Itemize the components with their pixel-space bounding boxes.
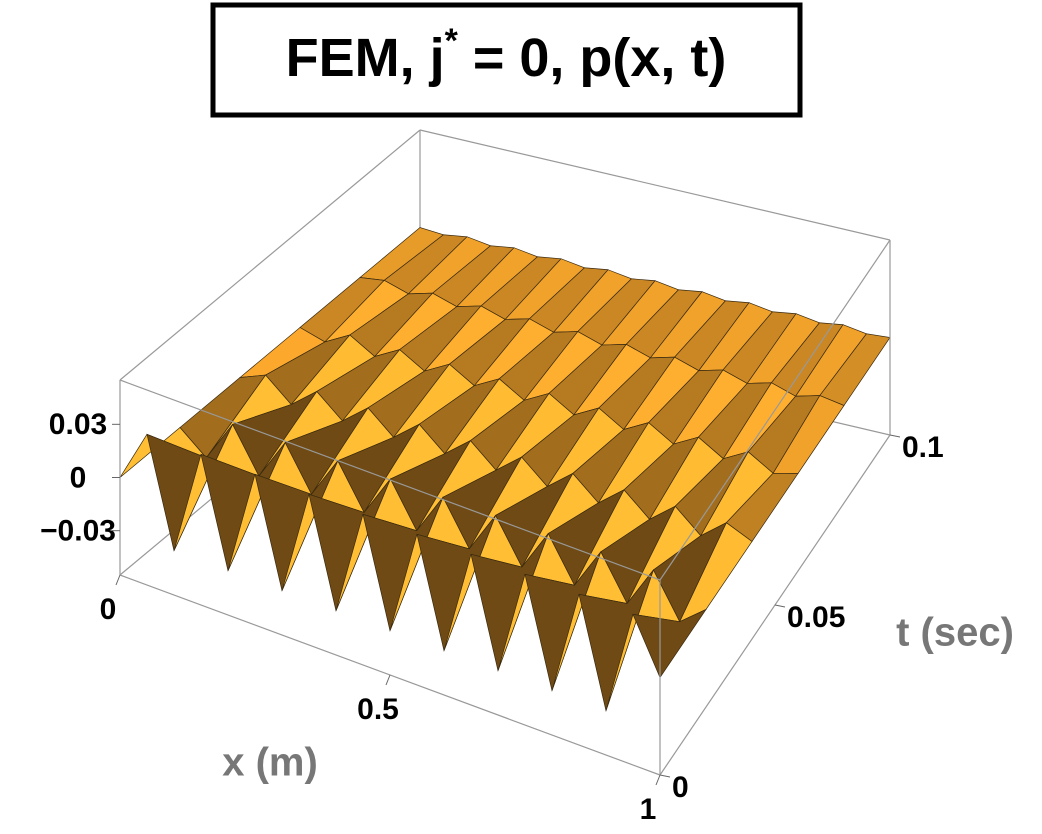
surface-patch <box>632 608 707 679</box>
z-tick-label: 0 <box>70 461 87 494</box>
box-edge <box>119 129 421 381</box>
t-tick-label: 0.1 <box>902 431 944 464</box>
t-tick <box>889 434 901 438</box>
x-tick <box>385 674 391 686</box>
z-tick-label: −0.03 <box>40 515 116 548</box>
t-tick <box>659 774 671 778</box>
z-tick-label: 0.03 <box>49 408 107 441</box>
x-tick-label: 1 <box>640 793 657 826</box>
t-tick-label: 0.05 <box>787 601 845 634</box>
x-tick-label: 0.5 <box>357 693 399 726</box>
box-edge <box>419 129 891 241</box>
t-tick <box>774 604 786 608</box>
title-box <box>210 2 803 118</box>
box-edge <box>659 239 891 581</box>
x-tick <box>115 574 121 586</box>
x-tick-label: 0 <box>100 593 117 626</box>
x-axis-label: x (m) <box>222 741 318 785</box>
t-tick-label: 0 <box>672 771 689 804</box>
t-axis-label: t (sec) <box>896 611 1014 655</box>
chart-title: FEM, j* = 0, p(x, t) <box>286 22 727 88</box>
x-tick <box>655 774 661 786</box>
box-edge <box>119 379 661 581</box>
